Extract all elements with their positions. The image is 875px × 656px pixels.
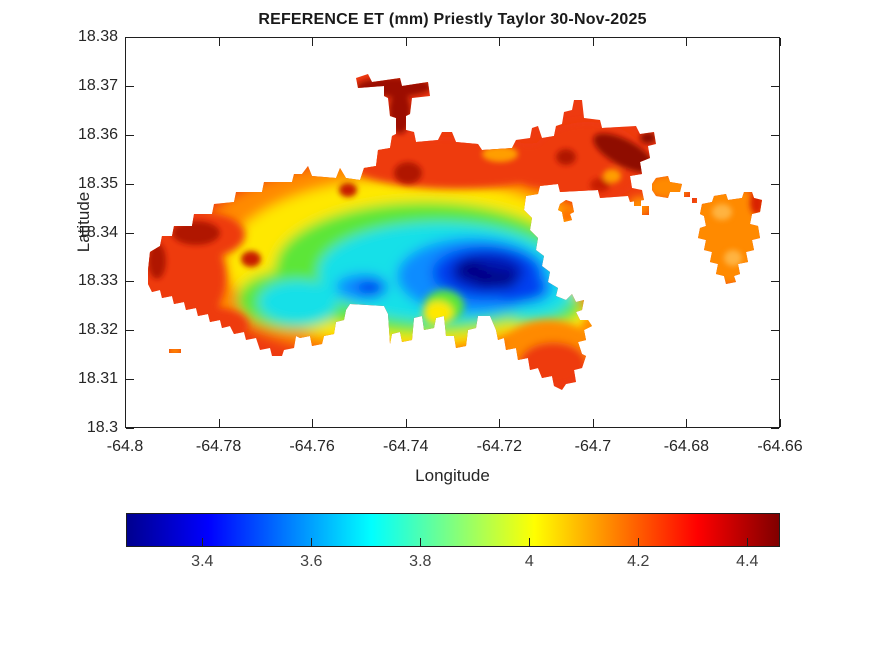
y-tick-label: 18.31 [77,370,118,388]
colorbar-tick-mark [420,538,422,546]
x-tick-mark [499,38,501,46]
y-tick-label: 18.35 [77,174,118,192]
y-tick-mark [126,134,134,136]
x-tick-mark [312,419,314,427]
x-tick-mark [405,38,407,46]
chart-title: REFERENCE ET (mm) Priestly Taylor 30-Nov… [258,11,647,28]
y-tick-mark [126,183,134,185]
contour-fill-layers [148,74,762,390]
colorbar-tick-label: 4.4 [736,553,759,570]
x-tick-mark [218,38,220,46]
colorbar-tick-mark [311,538,313,546]
x-axis-label: Longitude [415,466,490,485]
x-tick-label: -64.8 [106,438,144,455]
y-tick-mark [771,379,779,381]
x-tick-label: -64.7 [574,438,612,455]
colorbar-tick-label: 3.6 [300,553,323,570]
x-tick-mark [780,38,781,46]
colorbar-tick-mark [202,538,204,546]
y-tick-mark [126,428,134,429]
colorbar-tick-label: 4.2 [627,553,650,570]
x-tick-label: -64.78 [195,438,242,455]
colorbar-tick-label: 3.4 [191,553,214,570]
colorbar-tick-mark [529,538,531,546]
x-tick-mark [686,419,688,427]
plot-frame [125,37,780,428]
y-tick-mark [771,281,779,283]
x-tick-mark [780,419,781,427]
y-tick-label: 18.32 [77,321,118,339]
y-tick-mark [771,134,779,136]
y-tick-label: 18.33 [77,272,118,290]
y-tick-mark [126,37,134,38]
x-tick-mark [592,38,594,46]
x-tick-label: -64.72 [476,438,522,455]
island-contour-map [148,74,762,390]
y-tick-mark [771,330,779,332]
x-tick-label: -64.68 [663,438,710,455]
y-tick-mark [771,183,779,185]
cool-gradient-rings [188,158,608,358]
y-tick-mark [126,330,134,332]
colorbar-tick-label: 3.8 [409,553,432,570]
colorbar-tick-label: 4 [524,553,534,570]
x-tick-mark [125,419,126,427]
colorbar [126,513,780,547]
y-tick-label: 18.36 [77,125,118,143]
y-tick-mark [771,37,779,38]
y-tick-mark [126,379,134,381]
y-tick-mark [126,232,134,234]
x-tick-mark [218,419,220,427]
colorbar-tick-mark [638,538,640,546]
y-tick-label: 18.37 [77,76,118,94]
x-tick-label: -64.66 [757,438,803,455]
y-tick-label: 18.34 [77,223,118,241]
x-tick-mark [125,38,126,46]
x-tick-mark [405,419,407,427]
y-tick-mark [126,281,134,283]
y-tick-mark [771,232,779,234]
x-tick-mark [686,38,688,46]
x-tick-label: -64.76 [289,438,335,455]
y-tick-label: 18.38 [77,28,118,45]
x-tick-mark [499,419,501,427]
x-tick-mark [312,38,314,46]
x-tick-mark [592,419,594,427]
colorbar-tick-mark [747,538,749,546]
y-tick-mark [771,85,779,87]
x-tick-label: -64.74 [383,438,429,455]
y-tick-label: 18.3 [86,419,118,436]
y-tick-mark [126,85,134,87]
y-tick-mark [771,428,779,429]
